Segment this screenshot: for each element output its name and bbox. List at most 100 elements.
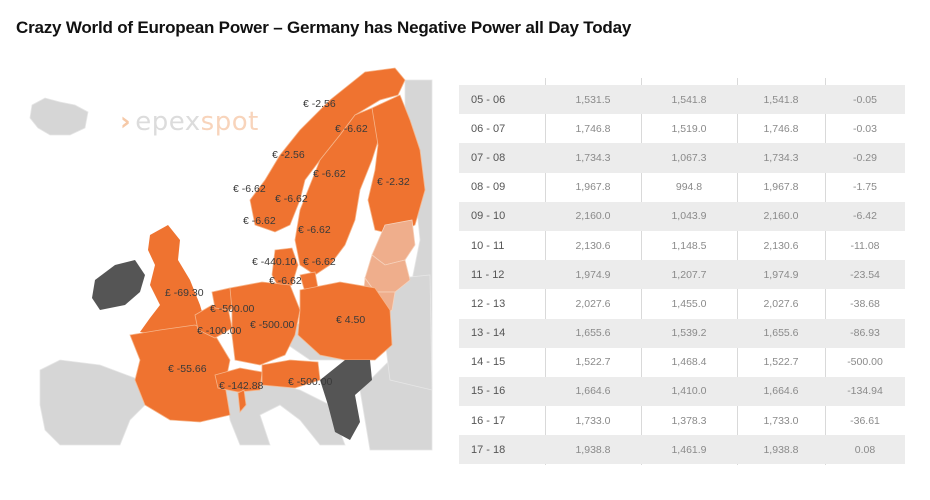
price-label: € -142.88 — [219, 380, 264, 392]
table-row: 16 - 17 1,733.0 1,378.3 1,733.0 -36.61 — [459, 406, 905, 435]
price-label: € -500.00 — [210, 303, 255, 315]
table-row: 06 - 07 1,746.8 1,519.0 1,746.8 -0.03 — [459, 114, 905, 143]
value-cell: 1,468.4 — [671, 356, 707, 369]
price-label: € -55.66 — [168, 363, 207, 375]
price-cell: -11.08 — [850, 239, 880, 252]
table-row: 13 - 14 1,655.6 1,539.2 1,655.6 -86.93 — [459, 318, 905, 348]
hour-cell: 06 - 07 — [471, 122, 506, 135]
value-cell: 1,455.0 — [671, 297, 707, 310]
value-cell: 1,734.3 — [763, 151, 799, 164]
price-label: € -6.62 — [269, 275, 302, 287]
hour-cell: 12 - 13 — [471, 297, 506, 310]
price-cell: -0.29 — [853, 151, 877, 164]
hour-cell: 05 - 06 — [471, 93, 506, 106]
price-cell: -134.94 — [847, 385, 883, 398]
hour-cell: 14 - 15 — [471, 356, 506, 369]
price-label: € -440.10 — [252, 256, 297, 268]
price-label: € -500.00 — [288, 376, 333, 388]
hour-cell: 13 - 14 — [471, 327, 506, 340]
logo-chevron-icon: › — [120, 107, 132, 137]
price-label: € -6.62 — [233, 183, 266, 195]
value-cell: 1,378.3 — [671, 414, 707, 427]
value-cell: 1,531.5 — [575, 93, 611, 106]
value-cell: 1,522.7 — [763, 356, 799, 369]
value-cell: 1,746.8 — [763, 122, 799, 135]
price-cell: -36.61 — [850, 414, 880, 427]
price-label: € -6.62 — [303, 256, 336, 268]
table-row: 11 - 12 1,974.9 1,207.7 1,974.9 -23.54 — [459, 260, 905, 290]
price-cell: 0.08 — [854, 443, 876, 456]
value-cell: 1,664.6 — [575, 385, 611, 398]
price-label: £ -69.30 — [165, 287, 204, 299]
hour-cell: 09 - 10 — [471, 210, 506, 223]
price-label: € -2.56 — [272, 149, 305, 161]
table-row: 05 - 06 1,531.5 1,541.8 1,541.8 -0.05 — [459, 85, 905, 115]
hour-cell: 16 - 17 — [471, 414, 506, 427]
value-cell: 2,130.6 — [575, 239, 611, 252]
hour-cell: 07 - 08 — [471, 151, 506, 164]
hour-cell: 08 - 09 — [471, 181, 506, 194]
value-cell: 1,541.8 — [671, 93, 707, 106]
price-label: € -6.62 — [298, 224, 331, 236]
value-cell: 1,539.2 — [671, 327, 707, 340]
value-cell: 1,207.7 — [671, 268, 707, 281]
value-cell: 1,733.0 — [575, 414, 611, 427]
value-cell: 2,160.0 — [763, 210, 799, 223]
price-label: € -2.32 — [377, 176, 410, 188]
value-cell: 1,148.5 — [671, 239, 707, 252]
hour-cell: 17 - 18 — [471, 443, 506, 456]
value-cell: 994.8 — [675, 181, 703, 194]
price-cell: -38.68 — [850, 297, 880, 310]
value-cell: 2,027.6 — [763, 297, 799, 310]
price-cell: -23.54 — [850, 268, 880, 281]
price-cell: -1.75 — [853, 181, 877, 194]
hour-cell: 15 - 16 — [471, 385, 506, 398]
value-cell: 2,130.6 — [763, 239, 799, 252]
value-cell: 1,461.9 — [671, 443, 707, 456]
value-cell: 1,967.8 — [575, 181, 611, 194]
hourly-price-table: 05 - 06 1,531.5 1,541.8 1,541.8 -0.05 06… — [459, 85, 905, 465]
price-cell: -86.93 — [850, 327, 880, 340]
europe-price-map: › epexspot € -2.56 € -6.62 € -2.56 € -6.6… — [0, 60, 440, 480]
value-cell: 1,974.9 — [575, 268, 611, 281]
value-cell: 2,027.6 — [575, 297, 611, 310]
hour-cell: 11 - 12 — [471, 268, 505, 281]
price-cell: -0.05 — [853, 93, 877, 106]
value-cell: 1,655.6 — [575, 327, 611, 340]
europe-map-svg — [29, 67, 433, 451]
price-label: € -2.56 — [303, 98, 336, 110]
value-cell: 1,519.0 — [671, 122, 707, 135]
value-cell: 1,967.8 — [763, 181, 799, 194]
value-cell: 1,734.3 — [575, 151, 611, 164]
table-row: 14 - 15 1,522.7 1,468.4 1,522.7 -500.00 — [459, 348, 905, 377]
price-label: € -6.62 — [335, 123, 368, 135]
value-cell: 1,410.0 — [671, 385, 707, 398]
value-cell: 1,746.8 — [575, 122, 611, 135]
value-cell: 1,733.0 — [763, 414, 799, 427]
value-cell: 1,522.7 — [575, 356, 611, 369]
price-label: € -6.62 — [243, 215, 276, 227]
price-cell: -6.42 — [853, 210, 877, 223]
page-title: Crazy World of European Power – Germany … — [16, 18, 632, 37]
table-row: 15 - 16 1,664.6 1,410.0 1,664.6 -134.94 — [459, 376, 905, 407]
value-cell: 1,938.8 — [763, 443, 799, 456]
price-label: € 4.50 — [336, 314, 366, 326]
price-cell: -0.03 — [853, 122, 877, 135]
price-label: € -500.00 — [250, 319, 295, 331]
hour-cell: 10 - 11 — [471, 239, 505, 252]
price-label: € -100.00 — [197, 325, 242, 337]
price-label: € -6.62 — [275, 193, 308, 205]
price-label: € -6.62 — [313, 168, 346, 180]
table-row: 12 - 13 2,027.6 1,455.0 2,027.6 -38.68 — [459, 289, 905, 318]
table-row: 08 - 09 1,967.8 994.8 1,967.8 -1.75 — [459, 173, 905, 202]
value-cell: 2,160.0 — [575, 210, 611, 223]
table-row: 09 - 10 2,160.0 1,043.9 2,160.0 -6.42 — [459, 201, 905, 231]
epexspot-logo: › epexspot — [120, 107, 259, 137]
value-cell: 1,655.6 — [763, 327, 799, 340]
value-cell: 1,938.8 — [575, 443, 611, 456]
table-row: 07 - 08 1,734.3 1,067.3 1,734.3 -0.29 — [459, 143, 905, 173]
value-cell: 1,664.6 — [763, 385, 799, 398]
table-row: 10 - 11 2,130.6 1,148.5 2,130.6 -11.08 — [459, 231, 905, 260]
value-cell: 1,541.8 — [763, 93, 799, 106]
table-row: 17 - 18 1,938.8 1,461.9 1,938.8 0.08 — [459, 435, 905, 465]
